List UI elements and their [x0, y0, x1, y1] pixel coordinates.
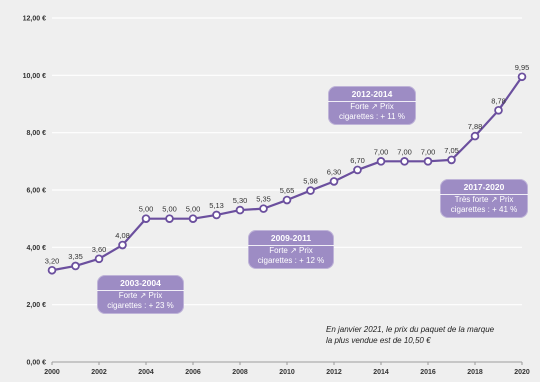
x-tick-label: 2000: [44, 369, 60, 376]
data-point: [235, 205, 245, 215]
data-point: [400, 157, 409, 166]
annotation-line: cigarettes : + 41 %: [450, 205, 518, 214]
data-point: [423, 157, 433, 166]
data-point: [165, 214, 174, 223]
annotation-2012-2014: 2012-2014 Forte ↗ Prix cigarettes : + 11…: [328, 86, 416, 125]
y-tick-label: 0,00 €: [27, 360, 47, 367]
footnote-line: En janvier 2021, le prix du paquet de la…: [326, 325, 495, 334]
data-label: 5,98: [303, 177, 318, 186]
data-point: [47, 265, 57, 275]
data-point: [282, 195, 292, 205]
data-label: 5,65: [280, 186, 295, 195]
data-label: 3,60: [92, 245, 107, 254]
data-label: 5,13: [209, 201, 224, 210]
annotation-2017-2020: 2017-2020 Très forte ↗ Prix cigarettes :…: [440, 179, 528, 218]
annotation-line: cigarettes : + 12 %: [257, 256, 325, 265]
annotation-line: Très forte ↗ Prix: [454, 195, 514, 204]
data-point: [118, 240, 127, 250]
data-label: 3,20: [45, 256, 60, 265]
data-point: [517, 72, 527, 82]
data-point: [447, 155, 456, 165]
annotation-line: Forte ↗ Prix: [118, 291, 163, 300]
data-label: 5,00: [162, 205, 177, 214]
x-tick-label: 2012: [326, 369, 342, 376]
x-tick-label: 2016: [420, 369, 436, 376]
annotation-title: 2003-2004: [97, 275, 184, 291]
data-label: 4,08: [115, 231, 130, 240]
y-tick-label: 10,00 €: [23, 73, 46, 80]
annotation-line: cigarettes : + 23 %: [107, 301, 174, 310]
data-point: [71, 261, 80, 271]
footnote-line: la plus vendue est de 10,50 €: [326, 336, 431, 345]
annotation-title: 2012-2014: [328, 86, 416, 102]
data-label: 7,00: [374, 147, 389, 156]
data-label: 7,00: [421, 147, 436, 156]
x-tick-label: 2010: [279, 369, 295, 376]
data-label: 8,78: [491, 96, 506, 105]
annotation-line: cigarettes : + 11 %: [339, 112, 405, 121]
data-point: [94, 254, 104, 264]
y-tick-label: 2,00 €: [27, 302, 47, 309]
data-label: 7,05: [444, 146, 459, 155]
data-label: 6,30: [327, 167, 342, 176]
data-label: 5,35: [256, 195, 271, 204]
x-tick-label: 2002: [91, 369, 107, 376]
footnote: En janvier 2021, le prix du paquet de la…: [326, 324, 526, 346]
annotation-2009-2011: 2009-2011 Forte ↗ Prix cigarettes : + 12…: [248, 230, 334, 269]
data-label: 9,95: [515, 63, 530, 72]
annotation-2003-2004: 2003-2004 Forte ↗ Prix cigarettes : + 23…: [97, 275, 184, 314]
data-label: 3,35: [68, 252, 83, 261]
data-point: [141, 214, 151, 223]
data-point: [306, 186, 315, 195]
data-label: 7,00: [397, 147, 412, 156]
data-label: 7,88: [468, 122, 483, 131]
data-label: 5,00: [186, 205, 201, 214]
annotation-line: Forte ↗ Prix: [269, 246, 313, 255]
y-tick-label: 4,00 €: [27, 245, 47, 252]
data-point: [470, 131, 480, 141]
data-point: [494, 106, 503, 115]
x-tick-label: 2020: [514, 369, 530, 376]
axes: 0,00 € 2,00 € 4,00 € 6,00 € 8,00 € 10,00 € 12,…: [23, 16, 530, 377]
data-label: 5,30: [233, 196, 248, 205]
data-labels: 3,20 3,35 3,60 4,08 5,00 5,00 5,00 5,13 5,30 5,35…: [45, 63, 530, 265]
data-point: [259, 204, 268, 213]
x-tick-label: 2018: [467, 369, 483, 376]
data-point: [188, 214, 198, 223]
data-label: 5,00: [139, 205, 154, 214]
data-point: [212, 210, 221, 220]
data-label: 6,70: [350, 156, 365, 165]
y-tick-label: 8,00 €: [27, 130, 47, 137]
y-tick-label: 6,00 €: [27, 188, 47, 195]
annotation-title: 2017-2020: [440, 179, 528, 195]
annotation-title: 2009-2011: [248, 230, 334, 246]
annotation-line: Forte ↗ Prix: [350, 102, 394, 111]
data-point: [376, 157, 386, 166]
y-tick-label: 12,00 €: [23, 16, 46, 23]
x-tick-label: 2008: [232, 369, 248, 376]
x-tick-label: 2014: [373, 369, 389, 376]
data-point: [353, 165, 362, 175]
data-point: [329, 177, 339, 186]
x-tick-label: 2006: [185, 369, 201, 376]
x-tick-label: 2004: [138, 369, 154, 376]
series: [47, 72, 527, 275]
